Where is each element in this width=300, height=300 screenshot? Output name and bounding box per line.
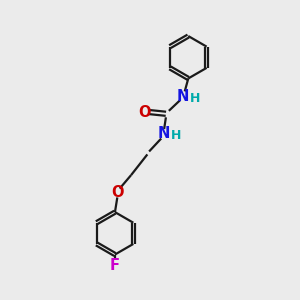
Text: H: H (171, 129, 181, 142)
Text: N: N (177, 89, 189, 104)
Text: O: O (112, 185, 124, 200)
Text: F: F (110, 258, 120, 273)
Text: N: N (158, 126, 170, 141)
Text: O: O (139, 104, 151, 119)
Text: H: H (190, 92, 200, 105)
